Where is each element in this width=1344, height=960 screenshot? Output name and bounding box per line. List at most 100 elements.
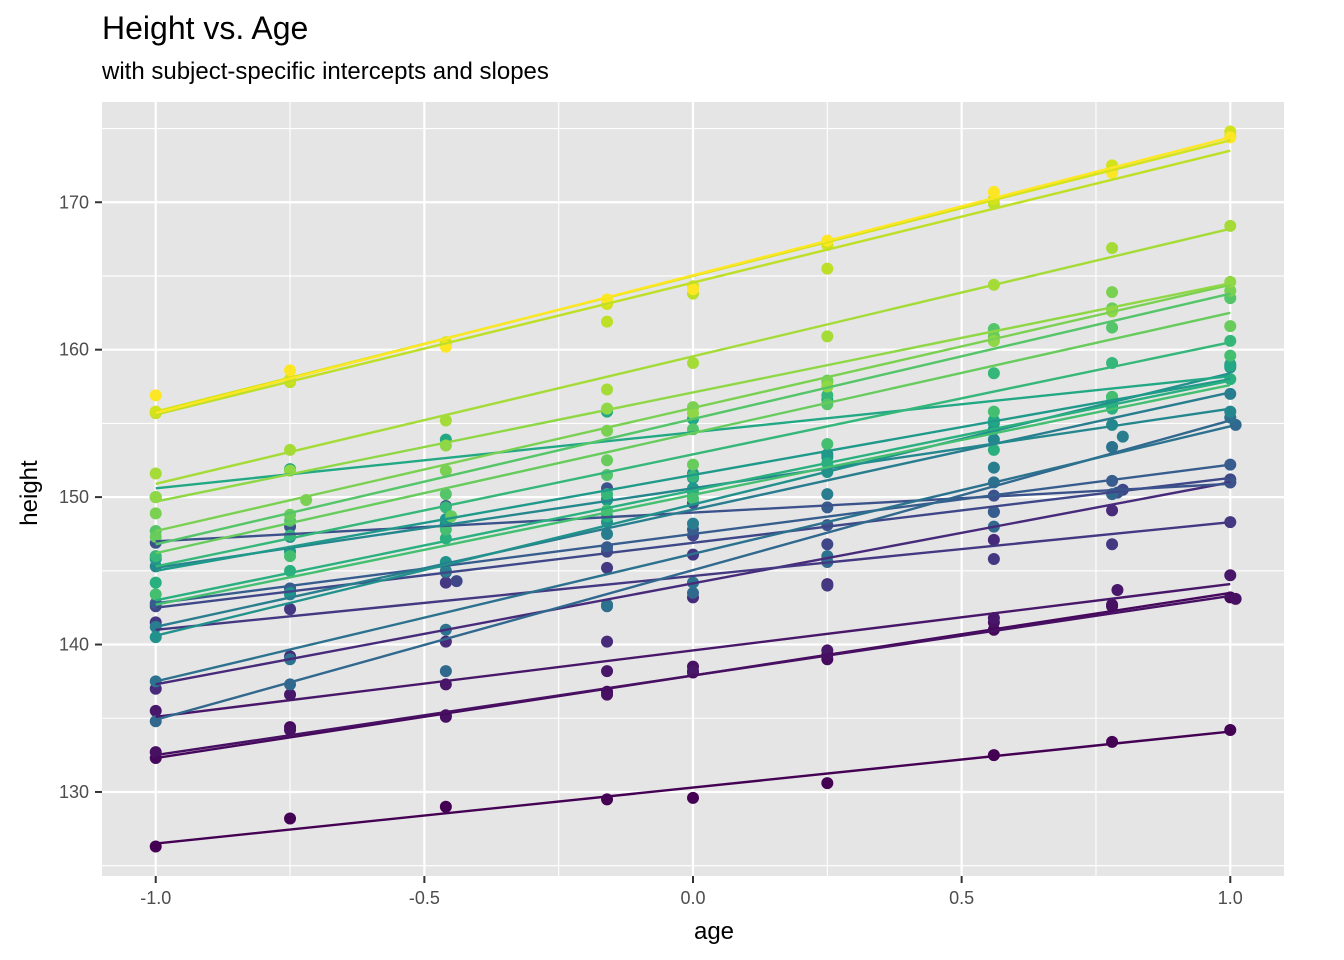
- fit-line: [155, 149, 1231, 416]
- data-point: [1106, 418, 1119, 431]
- data-point: [149, 530, 162, 543]
- data-point: [284, 688, 297, 701]
- data-point: [601, 598, 614, 611]
- x-tick-label: -0.5: [409, 888, 440, 908]
- data-point: [149, 389, 162, 402]
- y-tick-label: 150: [59, 487, 89, 507]
- y-tick-label: 130: [59, 782, 89, 802]
- data-point: [1224, 359, 1237, 372]
- data-point: [601, 561, 614, 574]
- y-tick-label: 140: [59, 635, 89, 655]
- data-point: [1106, 321, 1119, 334]
- data-point: [149, 576, 162, 589]
- data-point: [439, 800, 452, 813]
- data-point: [1229, 592, 1242, 605]
- data-point: [149, 507, 162, 520]
- data-point: [439, 665, 452, 678]
- x-tick-label: 0.0: [680, 888, 705, 908]
- data-point: [601, 541, 614, 554]
- fit-line: [155, 377, 1231, 573]
- data-point: [1224, 334, 1237, 347]
- data-point: [987, 405, 1000, 418]
- data-point: [1111, 583, 1124, 596]
- y-tick-label: 160: [59, 340, 89, 360]
- data-point: [1224, 349, 1237, 362]
- fit-line: [155, 594, 1231, 757]
- data-point: [601, 527, 614, 540]
- data-point: [1106, 538, 1119, 551]
- data-point: [1224, 569, 1237, 582]
- data-point: [149, 631, 162, 644]
- data-point: [687, 356, 699, 369]
- data-point: [987, 612, 1000, 624]
- data-point: [149, 467, 162, 480]
- data-point: [284, 724, 297, 737]
- data-point: [149, 588, 162, 601]
- data-point: [821, 538, 834, 551]
- data-point: [987, 553, 1000, 566]
- x-tick-label: 1.0: [1218, 888, 1243, 908]
- data-point: [987, 461, 1000, 474]
- x-tick-label: -1.0: [140, 888, 171, 908]
- fit-line: [155, 419, 1231, 721]
- data-point: [687, 458, 699, 471]
- data-point: [284, 550, 297, 563]
- fit-line: [155, 341, 1231, 568]
- fit-line: [155, 463, 1231, 605]
- fit-line: [155, 383, 1231, 606]
- data-point: [601, 383, 614, 396]
- fit-line: [155, 476, 1231, 609]
- data-point: [1116, 430, 1129, 443]
- data-point: [439, 414, 452, 427]
- data-point: [687, 283, 699, 296]
- data-point: [1224, 320, 1237, 333]
- data-point: [601, 665, 614, 678]
- data-point: [1224, 387, 1237, 400]
- data-point: [1224, 724, 1237, 737]
- fit-line: [155, 582, 1231, 718]
- y-tick-label: 170: [59, 192, 89, 212]
- data-point: [821, 579, 834, 592]
- fit-line: [155, 311, 1231, 555]
- data-point: [439, 464, 452, 477]
- data-point: [987, 367, 1000, 380]
- data-point: [284, 364, 297, 377]
- fit-line: [155, 425, 1231, 683]
- chart-subtitle: with subject-specific intercepts and slo…: [102, 58, 549, 85]
- data-point: [821, 777, 834, 790]
- data-point: [821, 550, 834, 563]
- fit-line: [155, 730, 1231, 845]
- fit-line: [155, 379, 1231, 602]
- data-point: [987, 533, 1000, 546]
- data-point: [821, 389, 834, 402]
- fit-line: [155, 482, 1231, 543]
- data-point: [1224, 405, 1237, 418]
- data-point: [987, 443, 1000, 456]
- data-point: [821, 330, 834, 343]
- data-point: [687, 791, 699, 804]
- data-point: [821, 262, 834, 275]
- data-point: [1106, 504, 1119, 517]
- fit-line: [155, 292, 1231, 546]
- data-point: [987, 185, 1000, 198]
- fit-line: [155, 407, 1231, 570]
- data-point: [601, 454, 614, 467]
- data-point: [1106, 735, 1119, 748]
- data-point: [687, 407, 699, 420]
- fit-line: [155, 283, 1231, 533]
- fit-line: [155, 391, 1231, 629]
- data-point: [1106, 598, 1119, 611]
- data-point: [284, 812, 297, 825]
- data-point: [687, 517, 699, 530]
- data-point: [1106, 241, 1119, 254]
- data-point: [687, 586, 699, 599]
- data-point: [601, 315, 614, 328]
- data-point: [987, 505, 1000, 518]
- data-point: [821, 438, 834, 451]
- data-point: [601, 688, 614, 701]
- data-point: [284, 603, 297, 616]
- x-tick-label: 0.5: [949, 888, 974, 908]
- fit-line: [155, 282, 1231, 503]
- data-point: [821, 501, 834, 514]
